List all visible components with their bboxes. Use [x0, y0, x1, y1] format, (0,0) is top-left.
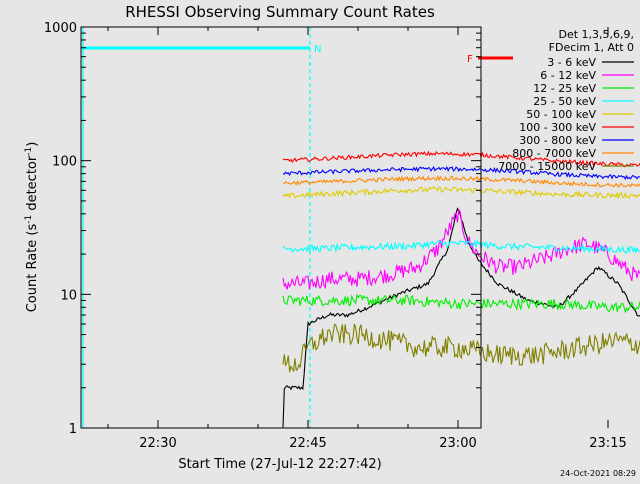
legend-label-7: 800 - 7000 keV: [512, 147, 596, 160]
y-tick-label-0: 1: [69, 422, 77, 437]
legend-label-1: 6 - 12 keV: [540, 69, 596, 82]
flag-label-N: N: [314, 44, 321, 55]
x-tick-label-2: 23:00: [439, 436, 476, 451]
y-tick-label-2: 100: [52, 155, 77, 170]
legend-header-0: Det 1,3,5,6,9,: [558, 28, 634, 41]
legend-label-5: 100 - 300 keV: [519, 121, 596, 134]
legend-header-1: FDecim 1, Att 0: [549, 41, 634, 54]
legend-label-4: 50 - 100 keV: [526, 108, 596, 121]
y-tick-label-3: 1000: [44, 21, 77, 36]
legend-label-2: 12 - 25 keV: [533, 82, 596, 95]
series-line-6: [282, 165, 640, 181]
y-label-part3: ): [25, 142, 40, 147]
y-axis: 1 10 100 1000: [44, 21, 481, 437]
series-line-1: [282, 208, 640, 290]
flag-label-F: F: [467, 54, 473, 65]
x-axis-label: Start Time (27-Jul-12 22:27:42): [178, 457, 381, 472]
legend-label-3: 25 - 50 keV: [533, 95, 596, 108]
x-tick-label-1: 22:45: [289, 436, 326, 451]
x-tick-label-0: 22:30: [139, 436, 176, 451]
series-line-3: [282, 239, 640, 255]
x-tick-label-3: 23:15: [589, 436, 626, 451]
y-tick-label-1: 10: [60, 288, 77, 303]
chart-title: RHESSI Observing Summary Count Rates: [125, 3, 435, 21]
y-axis-label: Count Rate (s-1 detector-1): [24, 142, 40, 313]
y-label-sup2: -1: [24, 147, 34, 156]
series-line-8: [282, 323, 640, 373]
legend-label-0: 3 - 6 keV: [547, 56, 596, 69]
series-line-4: [282, 186, 640, 200]
y-label-part1: Count Rate (s: [25, 224, 40, 313]
series-line-2: [282, 293, 640, 314]
legend: Det 1,3,5,6,9,FDecim 1, Att 0 3 - 6 keV6 …: [498, 28, 634, 173]
plot-frame: [80, 26, 482, 429]
legend-label-8: 7000 - 15000 keV: [498, 160, 596, 173]
plot-area: NFS: [81, 27, 640, 428]
y-label-sup1: -1: [24, 215, 34, 224]
footer-timestamp: 24-Oct-2021 08:29: [560, 469, 636, 478]
series-line-5: [282, 150, 640, 168]
series-line-0: [282, 207, 640, 428]
y-label-part2: detector: [25, 155, 40, 215]
series-line-7: [282, 175, 640, 189]
legend-label-6: 300 - 800 keV: [519, 134, 596, 147]
